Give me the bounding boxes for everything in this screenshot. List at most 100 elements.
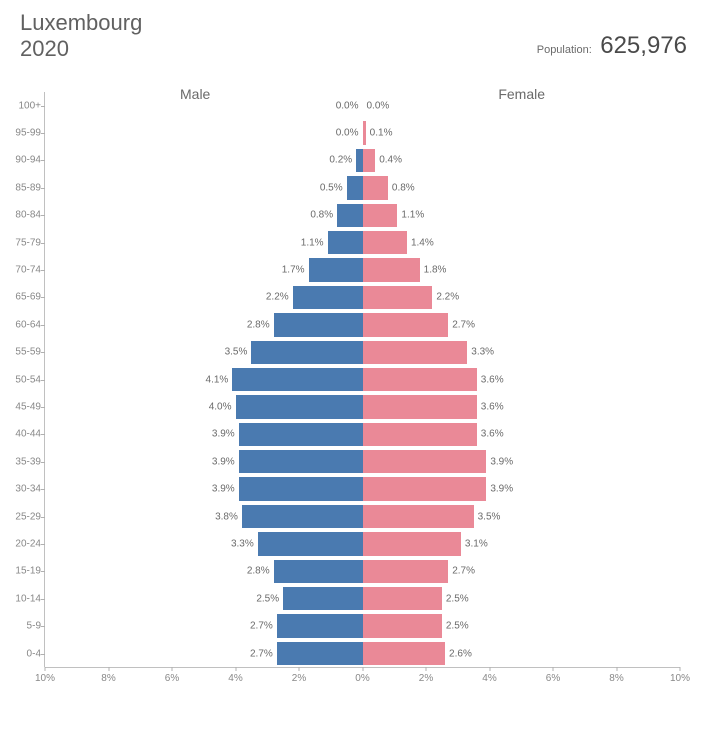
x-tick-label: 4% [482,673,496,684]
female-value: 3.9% [486,484,513,495]
age-label: 100+ [3,100,41,111]
male-bar [258,532,363,555]
female-value: 0.4% [375,155,402,166]
age-label: 40-44 [3,429,41,440]
male-value: 3.3% [231,538,258,549]
pyramid-row: 90-940.2%0.4% [45,147,680,174]
pyramid-row: 95-990.0%0.1% [45,119,680,146]
y-tick [41,517,45,518]
pyramid-row: 25-293.8%3.5% [45,503,680,530]
male-value: 0.0% [336,128,363,139]
male-bar [239,423,363,446]
x-tick-label: 2% [292,673,306,684]
male-value: 3.9% [212,429,239,440]
x-tick-mark [45,667,46,671]
pyramid-row: 30-343.9%3.9% [45,475,680,502]
x-tick-mark [235,667,236,671]
y-tick [41,434,45,435]
male-bar [274,313,363,336]
male-value: 1.7% [282,265,309,276]
male-bar [309,258,363,281]
x-tick-mark [172,667,173,671]
male-value: 0.5% [320,182,347,193]
male-bar [236,395,363,418]
x-axis: 10%8%6%4%2%0%2%4%6%8%10% [45,667,680,687]
female-bar [363,395,477,418]
age-label: 65-69 [3,292,41,303]
x-tick-mark [426,667,427,671]
pyramid-row: 5-92.7%2.5% [45,612,680,639]
pyramid-row: 85-890.5%0.8% [45,174,680,201]
male-bar [274,560,363,583]
female-bar [363,477,487,500]
pyramid-row: 15-192.8%2.7% [45,558,680,585]
y-tick [41,160,45,161]
x-tick-mark [616,667,617,671]
y-tick [41,270,45,271]
female-value: 0.1% [366,128,393,139]
female-value: 3.6% [477,429,504,440]
male-value: 3.9% [212,484,239,495]
male-value: 2.8% [247,319,274,330]
male-value: 2.7% [250,648,277,659]
pyramid-row: 60-642.8%2.7% [45,311,680,338]
age-label: 35-39 [3,456,41,467]
female-value: 2.7% [448,566,475,577]
age-label: 50-54 [3,374,41,385]
y-tick [41,407,45,408]
male-value: 4.1% [206,374,233,385]
y-tick [41,489,45,490]
pyramid-row: 45-494.0%3.6% [45,393,680,420]
age-label: 30-34 [3,484,41,495]
female-bar [363,532,461,555]
female-value: 2.5% [442,593,469,604]
female-value: 0.0% [363,100,390,111]
male-bar [347,176,363,199]
pyramid-row: 70-741.7%1.8% [45,256,680,283]
male-value: 4.0% [209,401,236,412]
y-tick [41,352,45,353]
y-tick [41,571,45,572]
age-label: 5-9 [3,621,41,632]
male-value: 3.8% [215,511,242,522]
age-label: 95-99 [3,128,41,139]
age-label: 45-49 [3,401,41,412]
female-bar [363,286,433,309]
female-bar [363,204,398,227]
age-label: 70-74 [3,265,41,276]
male-bar [232,368,362,391]
x-tick-mark [362,667,363,671]
female-bar [363,341,468,364]
y-tick [41,544,45,545]
male-value: 2.5% [256,593,283,604]
male-value: 3.9% [212,456,239,467]
female-bar [363,231,407,254]
male-value: 2.8% [247,566,274,577]
pyramid-row: 35-393.9%3.9% [45,448,680,475]
age-label: 90-94 [3,155,41,166]
female-value: 3.1% [461,538,488,549]
male-value: 0.0% [336,100,363,111]
y-tick [41,188,45,189]
x-tick-label: 0% [355,673,369,684]
pyramid-row: 75-791.1%1.4% [45,229,680,256]
female-bar [363,450,487,473]
x-tick-mark [680,667,681,671]
age-label: 20-24 [3,538,41,549]
female-value: 1.1% [397,210,424,221]
y-tick [41,380,45,381]
pyramid-row: 40-443.9%3.6% [45,421,680,448]
female-value: 3.9% [486,456,513,467]
female-bar [363,149,376,172]
pyramid-row: 65-692.2%2.2% [45,284,680,311]
age-label: 15-19 [3,566,41,577]
male-bar [239,477,363,500]
pyramid-row: 55-593.5%3.3% [45,339,680,366]
male-bar [277,642,363,665]
x-tick-label: 10% [670,673,690,684]
x-tick-label: 10% [35,673,55,684]
male-bar [328,231,363,254]
x-tick-label: 4% [228,673,242,684]
female-bar [363,505,474,528]
female-value: 1.8% [420,265,447,276]
